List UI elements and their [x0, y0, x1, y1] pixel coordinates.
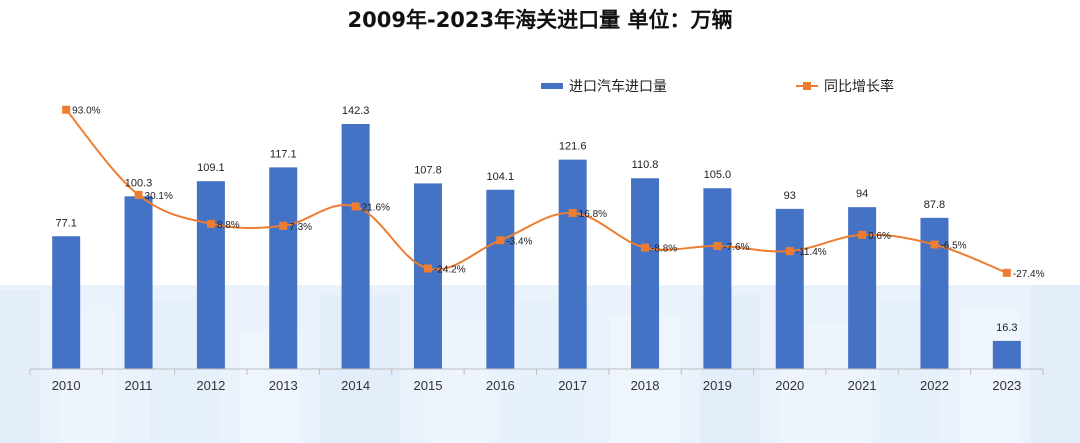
bar: [992, 340, 1021, 369]
growth-point: [568, 208, 577, 217]
bar: [486, 189, 515, 369]
bar-value-label: 94: [856, 188, 868, 200]
growth-value-label: 21.6%: [362, 202, 390, 213]
bar-value-label: 77.1: [55, 217, 76, 229]
bar-value-label: 110.8: [632, 159, 659, 171]
x-tick-label: 2011: [125, 378, 153, 393]
growth-point: [279, 221, 288, 230]
legend-swatch-line: [796, 82, 818, 90]
x-tick-label: 2022: [920, 378, 949, 393]
growth-value-label: -3.4%: [506, 236, 532, 247]
growth-point: [423, 264, 432, 273]
x-tick-label: 2013: [269, 378, 298, 393]
growth-point: [1002, 268, 1011, 277]
bar: [775, 208, 804, 369]
bar: [413, 183, 442, 369]
growth-point: [930, 240, 939, 249]
growth-value-label: -7.6%: [723, 242, 749, 253]
growth-value-label: 93.0%: [72, 106, 100, 117]
bar: [631, 178, 660, 369]
growth-value-label: 8.8%: [217, 220, 240, 231]
legend-swatch-bar: [541, 83, 563, 89]
growth-point: [134, 190, 143, 199]
growth-point: [62, 105, 71, 114]
growth-point: [785, 247, 794, 256]
growth-value-label: -27.4%: [1013, 269, 1045, 280]
bar: [52, 236, 81, 369]
growth-value-label: -8.8%: [651, 244, 677, 255]
bar: [124, 196, 153, 369]
growth-value-label: -24.2%: [434, 264, 466, 275]
chart-title: 2009年-2023年海关进口量 单位：万辆: [347, 8, 733, 32]
growth-value-label: -11.4%: [796, 247, 827, 258]
bar: [269, 167, 298, 369]
bar: [558, 159, 587, 369]
bar-value-label: 93: [784, 190, 796, 202]
bar-value-label: 104.1: [487, 171, 515, 183]
growth-point: [351, 202, 360, 211]
bar-value-label: 142.3: [342, 105, 370, 117]
bar: [703, 188, 732, 369]
x-tick-label: 2018: [631, 378, 660, 393]
legend-item-growth: 同比增长率: [796, 76, 894, 96]
growth-point: [858, 230, 867, 239]
growth-point: [713, 241, 722, 250]
x-tick-label: 2021: [848, 378, 877, 393]
growth-value-label: 16.8%: [579, 209, 607, 220]
bar-value-label: 117.1: [270, 148, 297, 160]
x-tick-label: 2016: [486, 378, 515, 393]
bar-value-label: 105.0: [704, 169, 732, 181]
bar: [341, 124, 370, 369]
growth-value-label: -6.5%: [940, 241, 966, 252]
growth-value-label: 0.6%: [868, 231, 891, 242]
x-tick-label: 2019: [703, 378, 732, 393]
legend-label-volume: 进口汽车进口量: [569, 79, 667, 95]
bar-value-label: 100.3: [125, 177, 153, 189]
x-tick-label: 2015: [414, 378, 443, 393]
growth-value-label: 30.1%: [145, 191, 173, 202]
growth-point: [641, 243, 650, 252]
x-tick-label: 2020: [775, 378, 804, 393]
bar-value-label: 121.6: [559, 141, 587, 153]
bar-value-label: 107.8: [414, 164, 442, 176]
x-tick-label: 2017: [558, 378, 587, 393]
x-tick-label: 2012: [196, 378, 225, 393]
x-tick-label: 2023: [992, 378, 1021, 393]
legend-item-volume: 进口汽车进口量: [541, 76, 667, 96]
growth-value-label: 7.3%: [289, 222, 312, 233]
bar-value-label: 87.8: [924, 199, 945, 211]
growth-point: [206, 219, 215, 228]
bar-value-label: 16.3: [996, 322, 1017, 334]
legend-label-growth: 同比增长率: [824, 79, 894, 95]
x-tick-label: 2014: [341, 378, 370, 393]
growth-point: [496, 236, 505, 245]
x-tick-label: 2010: [52, 378, 81, 393]
bar: [196, 181, 225, 369]
bar-value-label: 109.1: [197, 162, 225, 174]
